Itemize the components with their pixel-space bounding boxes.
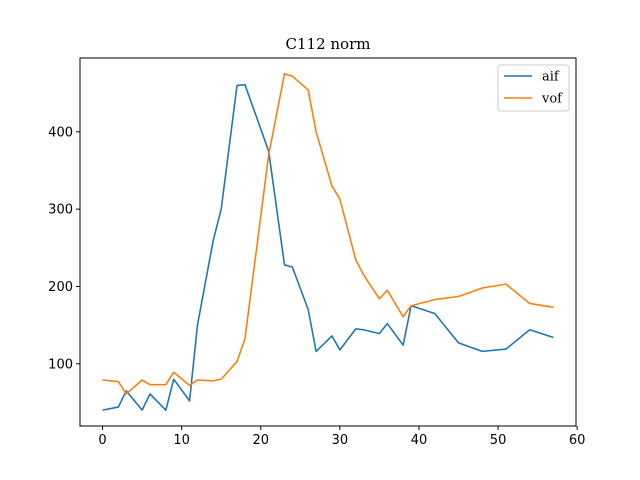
legend: aif vof <box>497 64 570 112</box>
x-tick-label: 50 <box>490 433 507 448</box>
chart-title: C112 norm <box>286 35 371 53</box>
x-axis: 0 10 20 30 40 50 60 <box>98 426 585 448</box>
x-tick-label: 10 <box>173 433 190 448</box>
series-line-vof <box>102 73 554 395</box>
y-tick-label: 400 <box>48 125 73 140</box>
series-line-aif <box>102 83 554 411</box>
y-axis: 100 200 300 400 <box>48 125 80 372</box>
x-tick-label: 0 <box>98 433 106 448</box>
legend-label-aif: aif <box>542 70 560 85</box>
plot-area <box>102 73 554 411</box>
axes-frame <box>79 57 577 427</box>
x-tick-label: 60 <box>569 433 586 448</box>
y-tick-label: 100 <box>48 357 73 372</box>
x-tick-label: 40 <box>411 433 428 448</box>
legend-label-vof: vof <box>541 92 563 107</box>
y-tick-label: 200 <box>48 280 73 295</box>
x-tick-label: 30 <box>332 433 349 448</box>
x-tick-label: 20 <box>252 433 269 448</box>
y-tick-label: 300 <box>48 203 73 218</box>
